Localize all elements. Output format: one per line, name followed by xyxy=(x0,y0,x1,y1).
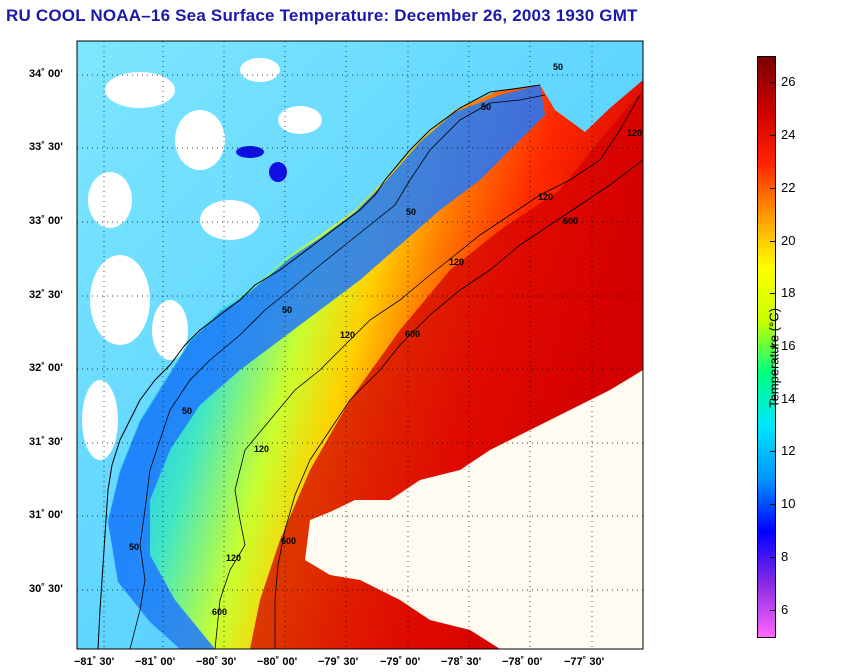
lat-label: 33˚ 30' xyxy=(29,141,63,153)
lon-label: −79˚ 30' xyxy=(318,656,359,668)
colorbar-tick-mark xyxy=(770,187,775,189)
isobath-label: 50 xyxy=(182,406,192,416)
lat-label: 31˚ 00' xyxy=(29,509,63,521)
isobath-label: 50 xyxy=(553,62,563,72)
map-frame xyxy=(76,40,644,650)
isobath-label: 120 xyxy=(627,128,642,138)
lon-label: −80˚ 00' xyxy=(257,656,298,668)
lon-label: −81˚ 30' xyxy=(74,656,115,668)
land-cloud-patches xyxy=(82,58,322,460)
isobath-label: 50 xyxy=(282,305,292,315)
lake-marion xyxy=(236,146,264,158)
colorbar-tick-mark xyxy=(770,135,775,137)
lon-label: −80˚ 30' xyxy=(196,656,237,668)
isobath-label: 50 xyxy=(481,102,491,112)
isobath-120 xyxy=(214,94,641,649)
lat-label: 34˚ 00' xyxy=(29,68,63,80)
isobath-50 xyxy=(129,94,546,649)
colorbar-label: Temperature (°C) xyxy=(766,308,782,408)
colorbar-tick-label: 8 xyxy=(781,548,789,564)
isobath-label: 600 xyxy=(405,329,420,339)
colorbar xyxy=(757,56,776,638)
lon-label: −78˚ 00' xyxy=(502,656,543,668)
isobath-label: 50 xyxy=(129,542,139,552)
colorbar-tick-mark xyxy=(770,398,775,400)
colorbar-tick-label: 24 xyxy=(781,127,796,143)
colorbar-tick-label: 22 xyxy=(781,179,796,195)
isobath-label: 120 xyxy=(226,553,241,563)
lon-label: −79˚ 00' xyxy=(380,656,421,668)
lat-label: 32˚ 00' xyxy=(29,362,63,374)
lon-label: −78˚ 30' xyxy=(441,656,482,668)
lat-label: 30˚ 30' xyxy=(29,583,63,595)
colorbar-tick-mark xyxy=(770,504,775,506)
isobath-label: 120 xyxy=(254,444,269,454)
map-title: RU COOL NOAA–16 Sea Surface Temperature:… xyxy=(6,6,638,25)
lat-label: 32˚ 30' xyxy=(29,289,63,301)
colorbar-tick-label: 18 xyxy=(781,285,796,301)
colorbar-tick-label: 10 xyxy=(781,496,796,512)
colorbar-tick-mark xyxy=(770,293,775,295)
colorbar-tick-mark xyxy=(770,556,775,558)
isobath-label: 120 xyxy=(340,330,355,340)
cloud-cover xyxy=(305,370,643,649)
colorbar-tick-label: 26 xyxy=(781,74,796,90)
isobath-label: 120 xyxy=(449,257,464,267)
colorbar-tick-label: 20 xyxy=(781,232,796,248)
colorbar-tick-label: 6 xyxy=(781,601,789,617)
lat-label: 33˚ 00' xyxy=(29,215,63,227)
isobath-label: 600 xyxy=(281,536,296,546)
colorbar-tick-mark xyxy=(770,240,775,242)
coastline xyxy=(97,84,541,649)
lon-label: −81˚ 00' xyxy=(135,656,176,668)
isobath-label: 600 xyxy=(563,216,578,226)
colorbar-tick-label: 12 xyxy=(781,443,796,459)
colorbar-tick-mark xyxy=(770,82,775,84)
lon-label: −77˚ 30' xyxy=(564,656,605,668)
isobath-label: 120 xyxy=(538,192,553,202)
colorbar-tick-mark xyxy=(770,346,775,347)
isobath-label: 600 xyxy=(212,607,227,617)
colorbar-tick-label: 14 xyxy=(781,390,796,406)
coastal-cold-band xyxy=(108,85,545,649)
colorbar-tick-mark xyxy=(770,451,775,453)
lake-moultrie xyxy=(269,162,287,182)
colorbar-tick-mark xyxy=(770,609,775,611)
colorbar-tick-label: 16 xyxy=(781,338,796,353)
isobath-label: 50 xyxy=(406,207,416,217)
lat-label: 31˚ 30' xyxy=(29,436,63,448)
isobath-600 xyxy=(274,159,643,649)
